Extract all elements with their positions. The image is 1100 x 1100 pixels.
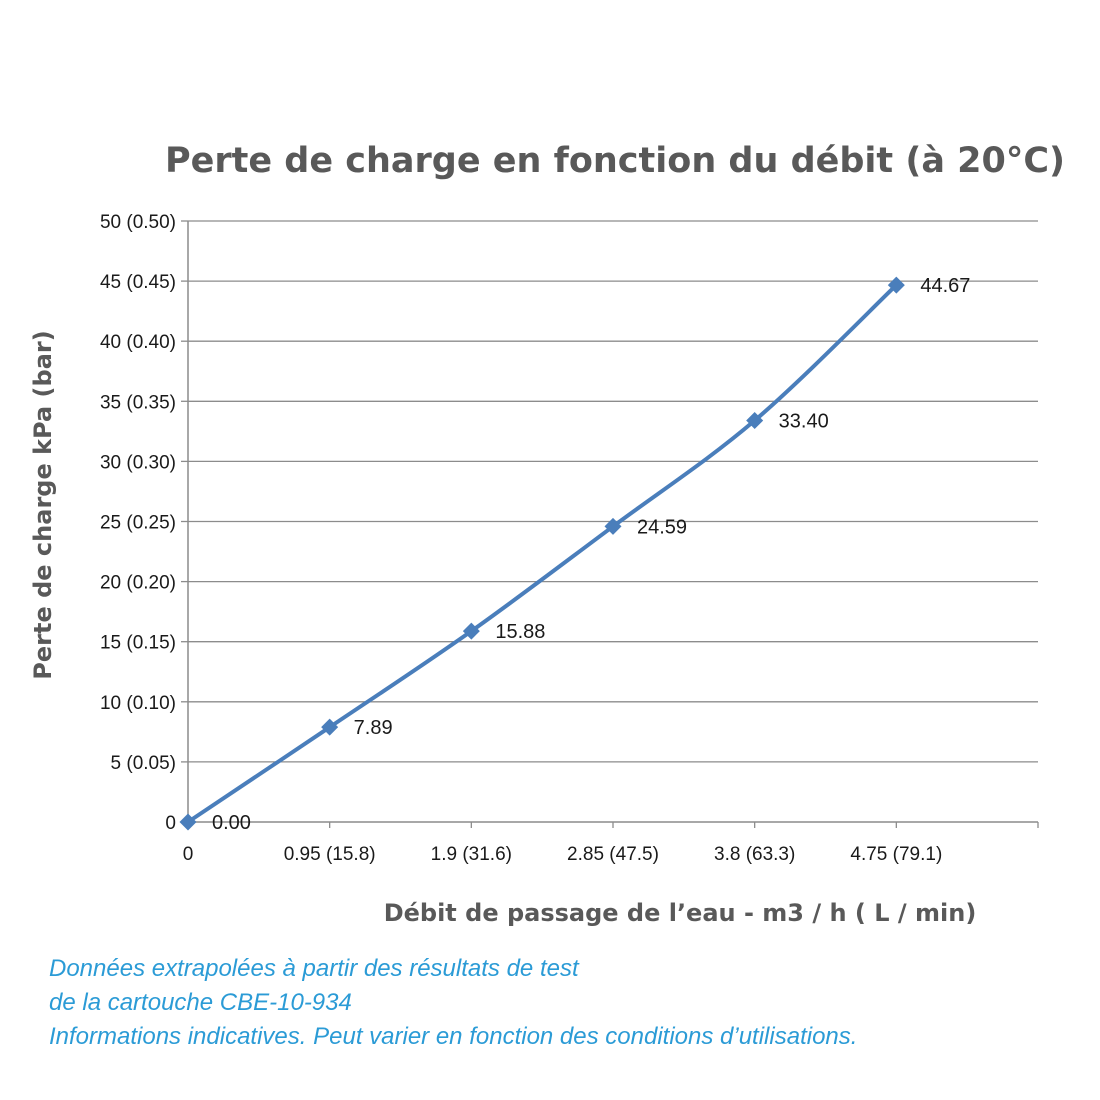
x-tick-label: 1.9 (31.6): [431, 844, 512, 865]
footnote-line-3: Informations indicatives. Peut varier en…: [49, 1023, 858, 1050]
x-tick-label: 2.85 (47.5): [567, 844, 659, 865]
x-tick-label: 3.8 (63.3): [714, 844, 795, 865]
data-point-marker: [604, 517, 622, 535]
y-axis-title: Perte de charge kPa (bar): [29, 330, 57, 679]
y-tick-label: 20 (0.20): [100, 573, 176, 594]
y-tick-label: 5 (0.05): [111, 753, 176, 774]
series-line: [186, 283, 898, 824]
footnote-line-2: de la cartouche CBE-10-934: [49, 989, 352, 1016]
y-tick-label: 50 (0.50): [100, 212, 176, 233]
x-tick-label: 0: [183, 844, 194, 865]
data-point-marker: [887, 276, 905, 294]
footnote-line-1: Données extrapolées à partir des résulta…: [49, 955, 579, 982]
data-point-marker: [746, 412, 764, 430]
chart-title: Perte de charge en fonction du débit (à …: [165, 141, 1065, 181]
data-point-marker: [462, 622, 480, 640]
data-labels: 0.00 7.89 15.88 24.59 33.40 44.67: [212, 275, 970, 834]
data-label: 0.00: [212, 812, 251, 834]
y-tick-label: 10 (0.10): [100, 693, 176, 714]
footnotes: Données extrapolées à partir des résulta…: [49, 952, 1069, 1054]
x-tick-label: 4.75 (79.1): [850, 844, 942, 865]
y-axis-ticks: 0 5 (0.05) 10 (0.10) 15 (0.15) 20 (0.20) 25 (…: [100, 212, 176, 834]
x-tick-label: 0.95 (15.8): [284, 844, 376, 865]
data-label: 15.88: [495, 621, 545, 643]
x-axis-ticks: 0 0.95 (15.8) 1.9 (31.6) 2.85 (47.5) 3.8 (63…: [183, 844, 943, 865]
y-tick-label: 30 (0.30): [100, 452, 176, 473]
y-tick-label: 0: [165, 813, 176, 834]
y-tick-label: 35 (0.35): [100, 392, 176, 413]
y-tick-label: 45 (0.45): [100, 272, 176, 293]
y-tick-label: 40 (0.40): [100, 332, 176, 353]
data-point-marker: [321, 718, 339, 736]
y-tick-label: 15 (0.15): [100, 633, 176, 654]
data-label: 33.40: [779, 411, 829, 433]
series: [179, 276, 905, 831]
data-point-marker: [179, 813, 197, 831]
axes: [181, 220, 1039, 828]
y-tick-label: 25 (0.25): [100, 513, 176, 534]
x-axis-title: Débit de passage de l’eau - m3 / h ( L /…: [384, 899, 977, 927]
data-label: 44.67: [920, 275, 970, 297]
grid: [188, 220, 1038, 763]
data-label: 24.59: [637, 516, 687, 538]
data-label: 7.89: [354, 717, 393, 739]
